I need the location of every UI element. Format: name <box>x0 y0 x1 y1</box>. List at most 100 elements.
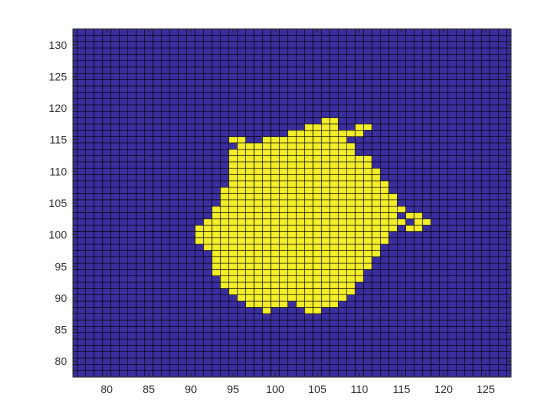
background-cell <box>161 269 171 277</box>
background-cell <box>135 370 145 378</box>
background-cell <box>405 47 415 55</box>
background-cell <box>220 54 230 61</box>
background-cell <box>220 41 230 49</box>
region-cell <box>329 199 339 207</box>
background-cell <box>354 60 364 68</box>
background-cell <box>397 117 406 125</box>
background-cell <box>169 199 179 207</box>
region-cell <box>363 193 373 201</box>
background-cell <box>220 136 230 144</box>
background-cell <box>422 117 432 125</box>
background-cell <box>439 104 449 112</box>
background-cell <box>439 60 449 68</box>
background-cell <box>237 319 246 327</box>
background-cell <box>194 351 204 359</box>
background-cell <box>245 98 255 106</box>
background-cell <box>262 364 272 371</box>
background-cell <box>169 47 179 55</box>
background-cell <box>144 47 154 55</box>
background-cell <box>144 237 154 245</box>
background-cell <box>430 167 440 175</box>
region-cell <box>321 167 331 175</box>
background-cell <box>152 193 162 201</box>
background-cell <box>405 117 415 125</box>
region-cell <box>262 256 272 264</box>
background-cell <box>422 256 432 264</box>
background-cell <box>152 300 162 308</box>
region-cell <box>338 250 347 258</box>
background-cell <box>464 294 474 302</box>
background-cell <box>186 237 196 245</box>
background-cell <box>329 370 339 378</box>
background-cell <box>119 262 129 270</box>
background-cell <box>144 199 154 207</box>
background-cell <box>405 193 415 201</box>
background-cell <box>312 85 322 93</box>
region-cell <box>287 269 297 277</box>
background-cell <box>93 262 103 270</box>
background-cell <box>85 281 95 289</box>
region-cell <box>262 136 272 144</box>
region-cell <box>253 212 263 220</box>
background-cell <box>346 35 356 42</box>
region-cell <box>253 224 263 232</box>
background-cell <box>211 326 221 333</box>
background-cell <box>110 155 120 163</box>
background-cell <box>203 155 213 163</box>
region-cell <box>270 224 280 232</box>
background-cell <box>194 199 204 207</box>
background-cell <box>85 250 95 258</box>
background-cell <box>119 60 129 68</box>
background-cell <box>405 294 415 302</box>
background-cell <box>93 47 103 55</box>
background-cell <box>422 275 432 283</box>
background-cell <box>135 174 145 182</box>
background-cell <box>237 123 246 131</box>
background-cell <box>186 180 196 188</box>
background-cell <box>439 98 449 106</box>
region-cell <box>329 294 339 302</box>
background-cell <box>194 269 204 277</box>
background-cell <box>279 79 289 87</box>
region-cell <box>304 281 314 289</box>
background-cell <box>413 193 423 201</box>
background-cell <box>144 275 154 283</box>
background-cell <box>405 307 415 314</box>
region-cell <box>262 262 272 270</box>
background-cell <box>380 85 390 93</box>
background-cell <box>203 161 213 169</box>
background-cell <box>102 161 112 169</box>
region-cell <box>338 180 347 188</box>
background-cell <box>110 332 120 340</box>
background-cell <box>456 332 465 340</box>
background-cell <box>430 269 440 277</box>
background-cell <box>312 364 322 371</box>
background-cell <box>169 231 179 239</box>
region-cell <box>270 275 280 283</box>
background-cell <box>135 269 145 277</box>
background-cell <box>472 345 482 352</box>
background-cell <box>186 136 196 144</box>
region-cell <box>321 256 331 264</box>
background-cell <box>169 275 179 283</box>
background-cell <box>430 199 440 207</box>
background-cell <box>119 288 129 296</box>
background-cell <box>110 167 120 175</box>
background-cell <box>152 307 162 314</box>
background-cell <box>169 224 179 232</box>
region-cell <box>363 180 373 188</box>
background-cell <box>211 288 221 296</box>
region-cell <box>338 237 347 245</box>
background-cell <box>312 357 322 365</box>
background-cell <box>186 212 196 220</box>
background-cell <box>169 237 179 245</box>
background-cell <box>363 338 373 346</box>
background-cell <box>178 136 187 144</box>
background-cell <box>85 193 95 201</box>
background-cell <box>464 167 474 175</box>
background-cell <box>194 129 204 137</box>
background-cell <box>312 41 322 49</box>
background-cell <box>405 332 415 340</box>
background-cell <box>405 345 415 352</box>
region-cell <box>363 174 373 182</box>
